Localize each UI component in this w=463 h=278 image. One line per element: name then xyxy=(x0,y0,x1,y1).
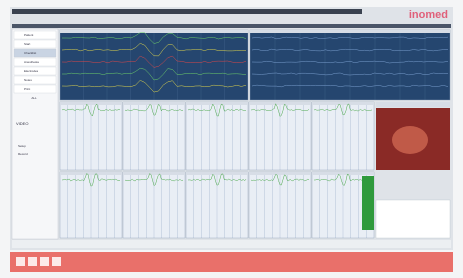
video-bar xyxy=(376,102,450,107)
toolbar xyxy=(12,24,451,28)
panel-header xyxy=(249,172,311,175)
sidebar-button[interactable] xyxy=(14,76,56,84)
panel-header xyxy=(123,172,185,175)
title-bar xyxy=(12,9,362,14)
sidebar-button[interactable] xyxy=(14,85,56,93)
sidebar-video: VIDEO xyxy=(16,121,28,126)
sidebar-button[interactable] xyxy=(14,40,56,48)
monitor: inomed Patient Start Checklist Anesthesia El… xyxy=(0,0,463,278)
sidebar-label[interactable]: Checklist xyxy=(24,51,36,55)
event-list xyxy=(376,200,450,238)
panel-header xyxy=(60,172,122,175)
status-bar xyxy=(12,240,451,248)
level-meter xyxy=(362,176,374,230)
panel-header xyxy=(186,172,248,175)
panel-header xyxy=(60,102,122,105)
sidebar-label[interactable]: Patient xyxy=(24,33,34,37)
panel-header xyxy=(250,30,450,33)
sidebar-label[interactable]: Notes xyxy=(24,78,32,82)
panel-header xyxy=(123,102,185,105)
taskbar xyxy=(10,252,453,272)
sidebar-record[interactable]: Record xyxy=(18,152,28,156)
panel-header xyxy=(186,102,248,105)
panel-header xyxy=(312,102,374,105)
panel-header xyxy=(312,172,374,175)
sidebar-label[interactable]: Anesthesia xyxy=(24,60,39,64)
panel-header xyxy=(60,30,248,33)
sidebar-label[interactable]: Start xyxy=(24,42,31,46)
sidebar-label[interactable]: Electrodes xyxy=(24,69,39,73)
video-detail xyxy=(392,126,428,154)
logo: inomed xyxy=(409,9,448,21)
sidebar-label[interactable]: Print xyxy=(24,87,30,91)
panels xyxy=(60,30,450,238)
sidebar-button[interactable] xyxy=(14,31,56,39)
sidebar-all[interactable]: ALL xyxy=(31,96,37,100)
sidebar-setup[interactable]: Setup xyxy=(18,144,26,148)
panel-header xyxy=(249,102,311,105)
